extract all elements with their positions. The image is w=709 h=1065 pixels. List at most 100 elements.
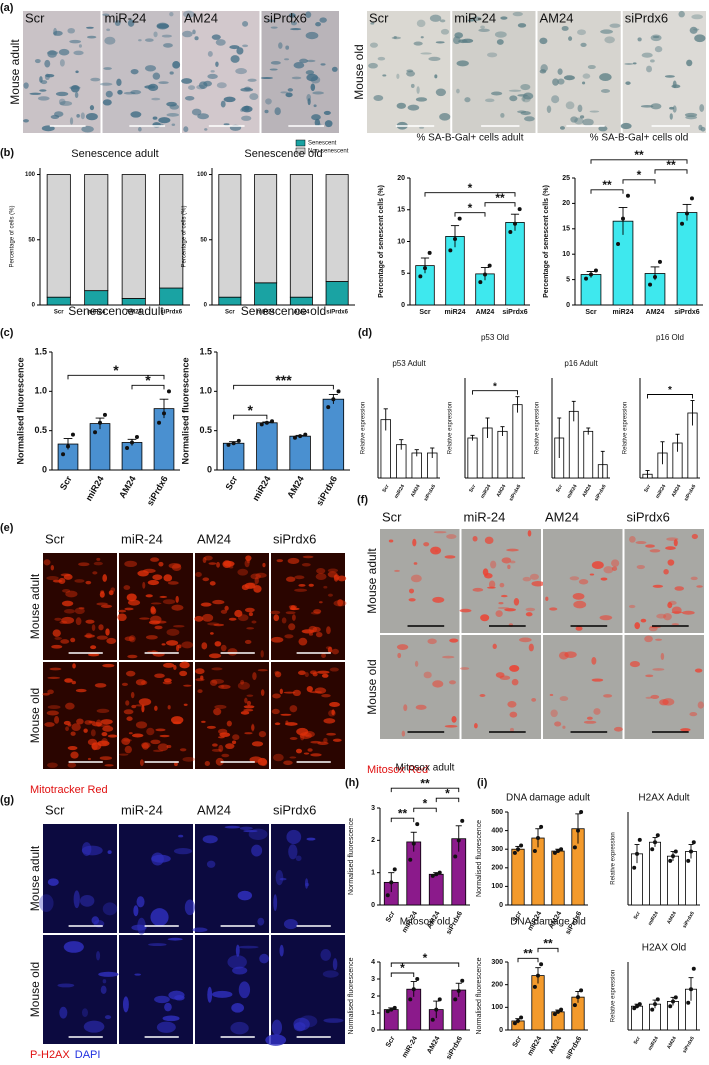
cell xyxy=(519,637,532,643)
y-tick-label: 3 xyxy=(371,976,375,983)
cell xyxy=(423,542,430,547)
cell xyxy=(23,119,29,123)
cell xyxy=(58,98,66,106)
x-tick-label: siPrdx6 xyxy=(145,474,170,507)
cell xyxy=(568,36,573,41)
x-tick-label: siPrdx6 xyxy=(593,483,607,502)
data-point xyxy=(385,893,390,898)
x-tick-label: siPrdx6 xyxy=(682,1035,696,1054)
cell xyxy=(67,745,78,751)
cell xyxy=(589,110,600,113)
data-point xyxy=(632,1006,637,1011)
data-point xyxy=(453,997,458,1002)
cell xyxy=(369,42,378,48)
x-tick-label: miR24 xyxy=(527,1035,544,1057)
cell xyxy=(273,614,280,622)
cell xyxy=(306,686,313,693)
cell xyxy=(58,48,70,56)
significance-label: *** xyxy=(275,372,292,388)
cell xyxy=(241,584,250,591)
x-tick-label: AM24 xyxy=(496,483,508,498)
cell xyxy=(629,536,636,543)
x-tick-label: siPrdx6 xyxy=(423,483,437,502)
y-tick-label: 25 xyxy=(562,175,570,182)
x-tick-label: miR24 xyxy=(444,309,465,316)
cell xyxy=(583,720,597,724)
cell xyxy=(329,701,340,708)
cell xyxy=(507,701,517,708)
cell xyxy=(137,127,142,132)
cell xyxy=(315,21,322,27)
bar xyxy=(428,873,444,906)
cell xyxy=(271,1019,283,1036)
cell xyxy=(490,91,503,96)
cell xyxy=(451,716,457,723)
cell xyxy=(694,668,703,673)
cell xyxy=(305,31,319,40)
cell xyxy=(242,44,249,48)
cell xyxy=(150,739,161,745)
x-tick-label: Scr xyxy=(381,484,390,494)
cell xyxy=(173,625,185,628)
cell xyxy=(47,676,61,679)
data-point xyxy=(536,836,540,841)
cell xyxy=(693,28,700,31)
data-point xyxy=(423,266,427,271)
column-label: Scr xyxy=(25,10,45,25)
cell xyxy=(210,679,218,686)
bar xyxy=(497,430,508,479)
cell xyxy=(293,1022,306,1032)
cell xyxy=(527,530,532,537)
cell xyxy=(60,573,71,577)
cell xyxy=(213,623,225,627)
cell xyxy=(484,536,494,545)
cell xyxy=(669,106,675,110)
cell xyxy=(182,30,193,38)
y-tick-label: 0 xyxy=(204,303,208,309)
data-point xyxy=(536,973,540,978)
cell xyxy=(216,82,227,89)
micrograph xyxy=(119,935,193,1044)
cell xyxy=(285,611,296,615)
cell xyxy=(159,734,170,738)
data-point xyxy=(460,978,465,983)
panel-label: (a) xyxy=(0,2,14,14)
significance-bracket xyxy=(472,390,518,395)
cell xyxy=(91,624,96,631)
data-point xyxy=(226,442,231,447)
cell xyxy=(669,113,673,120)
cell xyxy=(373,94,384,102)
data-point xyxy=(621,216,625,221)
significance-bracket xyxy=(67,374,165,380)
x-tick-label: Scr xyxy=(512,910,524,924)
cell xyxy=(660,652,665,661)
cell xyxy=(47,762,58,768)
micrograph xyxy=(543,635,623,739)
chart-title: DNA damage adult xyxy=(506,793,590,804)
x-tick-label: miR24 xyxy=(647,910,660,926)
cell xyxy=(246,694,254,697)
x-tick-label: siPrdx6 xyxy=(674,309,699,316)
cell xyxy=(228,617,237,621)
chart-title: Senescence old xyxy=(244,148,322,160)
cell xyxy=(158,561,164,567)
cell xyxy=(59,1006,68,1019)
cell xyxy=(135,721,148,729)
cell xyxy=(212,599,225,605)
data-point xyxy=(680,221,685,226)
cell xyxy=(220,644,227,652)
bar xyxy=(254,174,278,284)
cell xyxy=(609,23,621,28)
cell xyxy=(194,615,204,622)
significance-bracket xyxy=(233,414,268,420)
data-point xyxy=(559,1007,564,1012)
cell xyxy=(162,599,176,605)
cell xyxy=(459,608,472,613)
cell xyxy=(172,721,182,725)
cell xyxy=(223,123,230,126)
cell xyxy=(673,539,678,547)
cell xyxy=(202,835,218,844)
significance-bracket xyxy=(590,159,688,164)
bar xyxy=(84,174,109,292)
cell xyxy=(240,710,250,715)
